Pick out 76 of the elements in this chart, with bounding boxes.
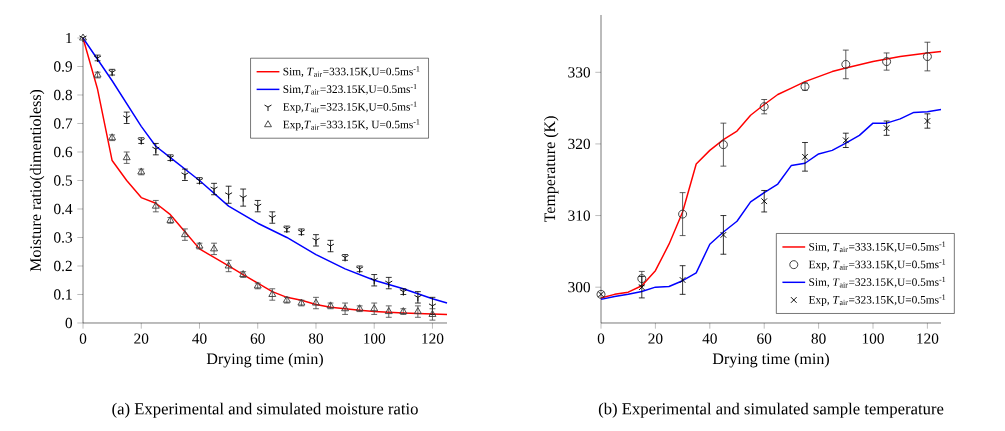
y-tick-label: 0.1 <box>54 289 72 300</box>
point <box>720 231 727 239</box>
point <box>924 117 931 125</box>
x-tick-label: 120 <box>422 333 444 344</box>
legend-label: Sim, T$_{air}$=333.15K,U=0.5ms$^{-1}$ <box>809 241 946 253</box>
y-tick-label: 1 <box>66 32 72 44</box>
text: (b) Experimental and simulated sample temperature <box>598 402 944 418</box>
point <box>312 298 320 306</box>
point <box>922 52 932 62</box>
x-tick-label: 100 <box>862 333 884 344</box>
x-tick-label: 120 <box>917 333 939 344</box>
y-tick-label: 0.3 <box>54 232 73 243</box>
point <box>326 243 335 251</box>
point <box>268 290 277 297</box>
y-tick-label: 300 <box>568 282 591 293</box>
x-tick-label: 80 <box>308 333 324 344</box>
point <box>151 146 160 154</box>
point <box>370 304 379 312</box>
text: (a) Experimental and simulated moisture ratio <box>112 402 418 418</box>
point <box>341 304 350 312</box>
point <box>122 153 131 161</box>
legend-label: Exp,T$_{air}$=333.15K, U=0.5ms$^{-1}$ <box>283 119 420 131</box>
point <box>718 140 728 150</box>
y-tick-label: 320 <box>568 138 591 150</box>
y-axis-title: Temperature (K) <box>543 116 559 223</box>
y-tick-label: 310 <box>568 210 591 221</box>
x-axis-title: Drying time (min) <box>712 352 829 368</box>
point <box>679 276 686 284</box>
x-tick-label: 40 <box>702 333 717 344</box>
x-tick-label: 80 <box>811 333 826 344</box>
legend-label: Sim, T$_{air}$=323.15K,U=0.5ms$^{-1}$ <box>809 276 946 288</box>
y-tick-label: 0 <box>65 317 73 329</box>
point <box>122 115 131 123</box>
legend-label: Exp, T$_{air}$=323.15K,U=0.5ms$^{-1}$ <box>808 294 946 306</box>
x-tick-label: 40 <box>192 333 207 344</box>
y-tick-label: 0.9 <box>54 61 72 72</box>
y-tick-label: 0.7 <box>54 118 73 129</box>
point <box>384 307 393 315</box>
x-axis-title: Drying time (min) <box>206 352 323 368</box>
point <box>224 261 233 269</box>
y-tick-label: 0.5 <box>54 175 73 186</box>
y-tick-label: 0.2 <box>54 260 72 272</box>
point <box>759 102 769 112</box>
x-tick-label: 20 <box>134 333 149 344</box>
x-tick-label: 60 <box>757 333 772 344</box>
point <box>413 307 422 315</box>
point <box>210 244 218 252</box>
legend-label: Exp, T$_{air}$=333.15K,U=0.5ms$^{-1}$ <box>808 259 946 271</box>
point <box>883 124 890 132</box>
y-tick-label: 0.4 <box>54 203 73 215</box>
point <box>384 280 393 288</box>
point <box>428 309 437 317</box>
point <box>678 209 688 219</box>
x-tick-label: 20 <box>648 333 663 344</box>
point <box>253 203 262 211</box>
legend-label: Sim, T$_{air}$=333.15K,U=0.5ms$^{-1}$ <box>283 66 420 77</box>
x-tick-label: 60 <box>250 333 265 344</box>
y-tick-label: 330 <box>568 67 591 78</box>
point <box>882 57 892 67</box>
point <box>413 294 422 302</box>
point <box>842 137 850 144</box>
x-tick-label: 0 <box>597 333 605 344</box>
point <box>841 59 851 69</box>
point <box>151 201 160 209</box>
legend-label: Sim,T$_{air}$=323.15K,U=0.5ms$^{-1}$ <box>283 83 417 95</box>
x-tick-label: 0 <box>79 333 87 344</box>
x-tick-label: 100 <box>364 333 386 344</box>
point <box>370 277 379 285</box>
legend-label: Exp,T$_{air}$=323.15K,U=0.5ms$^{-1}$ <box>283 101 417 113</box>
point <box>638 283 646 291</box>
y-axis-title: Moisture ratio(dimentioless) <box>29 89 45 272</box>
y-tick-label: 0.8 <box>54 89 73 101</box>
y-tick-label: 0.6 <box>54 146 73 158</box>
point <box>760 197 768 205</box>
point <box>268 215 277 223</box>
point <box>801 153 809 161</box>
